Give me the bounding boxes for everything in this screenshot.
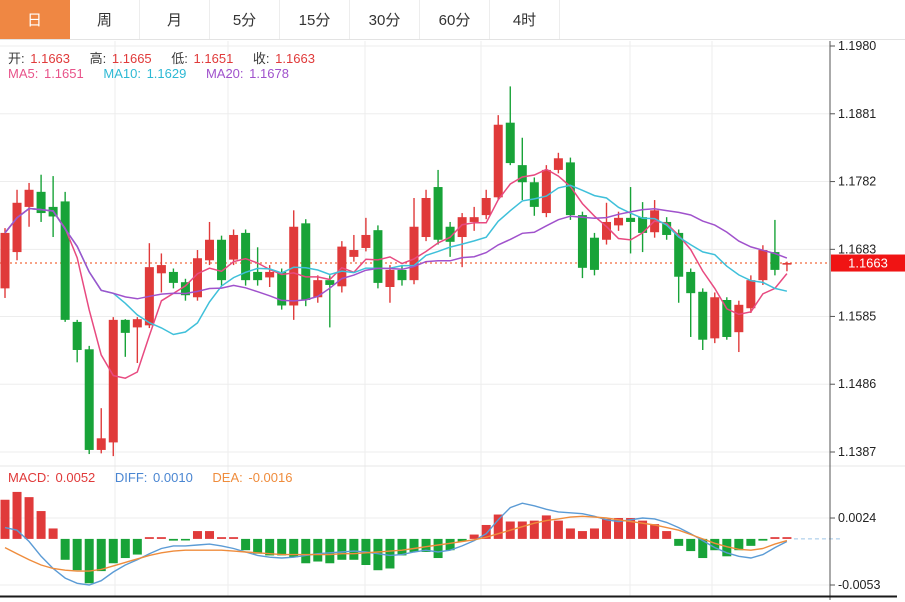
svg-text:0.0024: 0.0024: [838, 511, 876, 525]
ma5-value: 1.1651: [43, 66, 84, 81]
diff-label: DIFF:: [114, 470, 148, 485]
ma5-label: MA5:: [8, 66, 39, 81]
panel-borders: [0, 41, 905, 600]
dea-label: DEA:: [212, 470, 243, 485]
low-value: 1.1651: [193, 51, 234, 66]
tab-month[interactable]: 月: [140, 0, 210, 39]
svg-text:1.1782: 1.1782: [838, 175, 876, 189]
svg-text:1.1387: 1.1387: [838, 445, 876, 459]
svg-text:1.1980: 1.1980: [838, 39, 876, 53]
ma10-value: 1.1629: [146, 66, 187, 81]
svg-text:1.1663: 1.1663: [848, 256, 888, 271]
dea-value: -0.0016: [248, 470, 293, 485]
ma10-line: [4, 184, 788, 336]
dea-line: [4, 515, 788, 572]
macd-value: 0.0052: [55, 470, 96, 485]
svg-text:1.1881: 1.1881: [838, 107, 876, 121]
macd-info: MACD: 0.0052 DIFF: 0.0010 DEA: -0.0016: [8, 470, 308, 485]
macd-lines: [4, 502, 840, 586]
tab-30min[interactable]: 30分: [350, 0, 420, 39]
ma-info: MA5: 1.1651 MA10: 1.1629 MA20: 1.1678: [8, 66, 305, 81]
candles[interactable]: [0, 86, 792, 457]
svg-text:1.1683: 1.1683: [838, 242, 876, 256]
ma20-value: 1.1678: [249, 66, 289, 81]
open-label: 开:: [8, 51, 25, 66]
svg-text:1.1486: 1.1486: [838, 377, 876, 391]
tab-5min[interactable]: 5分: [210, 0, 280, 39]
diff-line: [4, 502, 788, 586]
high-value: 1.1665: [111, 51, 152, 66]
tab-15min[interactable]: 15分: [280, 0, 350, 39]
ma20-line: [4, 207, 788, 302]
timeframe-tabbar: 日周月 5分 15分 30分 60分 4时: [0, 0, 905, 40]
low-label: 低:: [171, 51, 188, 66]
close-label: 收:: [252, 51, 270, 66]
ma-lines: [4, 168, 788, 379]
macd-bars[interactable]: [0, 491, 792, 584]
high-label: 高:: [89, 51, 107, 66]
price-axis: 1.1980 1.1881 1.1782 1.1683 1.1585 1.1486 1.13…: [830, 39, 880, 592]
tab-week[interactable]: 周: [70, 0, 140, 39]
diff-value: 0.0010: [153, 470, 193, 485]
close-value: 1.1663: [275, 51, 315, 66]
tab-4hour[interactable]: 4时: [490, 0, 560, 39]
ma5-line: [4, 168, 788, 379]
current-price-tag: 1.1663: [831, 254, 905, 272]
tab-60min[interactable]: 60分: [420, 0, 490, 39]
open-value: 1.1663: [30, 51, 71, 66]
tab-day[interactable]: 日: [0, 0, 70, 39]
svg-text:1.1585: 1.1585: [838, 309, 876, 323]
macd-label: MACD:: [8, 470, 50, 485]
ma10-label: MA10:: [103, 66, 141, 81]
ma20-label: MA20:: [205, 66, 244, 81]
svg-text:-0.0053: -0.0053: [838, 578, 880, 592]
ohlc-info: 开: 1.1663 高: 1.1665 低: 1.1651 收: 1.1663: [8, 48, 331, 67]
grid-lines: [0, 41, 830, 596]
